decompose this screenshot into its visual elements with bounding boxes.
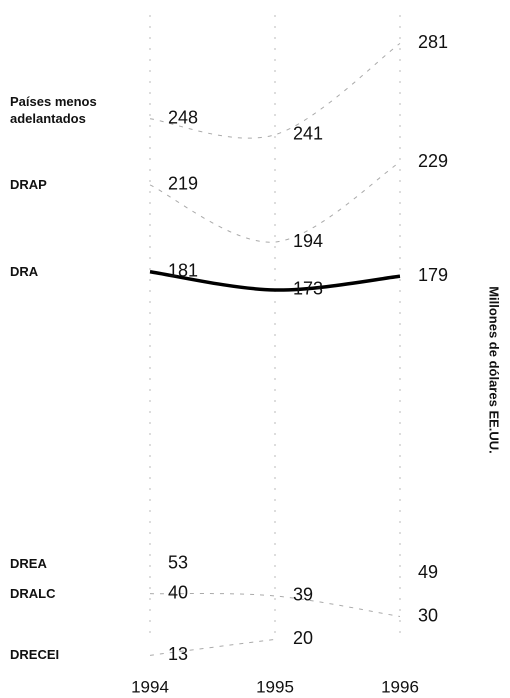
data-label: 248 bbox=[168, 107, 198, 127]
x-tick-label: 1996 bbox=[381, 677, 419, 696]
data-label: 173 bbox=[293, 279, 323, 299]
series-line bbox=[149, 42, 401, 139]
data-label: 13 bbox=[168, 644, 188, 664]
series-line bbox=[149, 638, 276, 656]
y-axis-label: Millones de dólares EE.UU. bbox=[487, 286, 502, 454]
series-line bbox=[149, 269, 401, 292]
series-line bbox=[149, 161, 401, 243]
series-name: DRA bbox=[10, 263, 39, 279]
x-tick-label: 1995 bbox=[256, 677, 294, 696]
x-tick-label: 1994 bbox=[131, 677, 169, 696]
data-label: 181 bbox=[168, 260, 198, 280]
series-name: DRAP bbox=[10, 176, 47, 192]
data-label: 39 bbox=[293, 585, 313, 605]
data-label: 20 bbox=[293, 628, 313, 648]
data-label: 49 bbox=[418, 562, 438, 582]
data-label: 281 bbox=[418, 32, 448, 52]
series-name: DREA bbox=[10, 555, 47, 571]
data-label: 219 bbox=[168, 174, 198, 194]
data-label: 194 bbox=[293, 231, 323, 251]
data-label: 241 bbox=[293, 123, 323, 143]
data-label: 30 bbox=[418, 605, 438, 625]
series-name: DRALC bbox=[10, 585, 56, 601]
data-label: 53 bbox=[168, 553, 188, 573]
data-label: 40 bbox=[168, 582, 188, 602]
data-label: 179 bbox=[418, 265, 448, 285]
series-line bbox=[149, 593, 401, 617]
data-label: 229 bbox=[418, 151, 448, 171]
series-name: DRECEI bbox=[10, 647, 60, 663]
series-name: Países menos adelantados bbox=[10, 93, 97, 126]
